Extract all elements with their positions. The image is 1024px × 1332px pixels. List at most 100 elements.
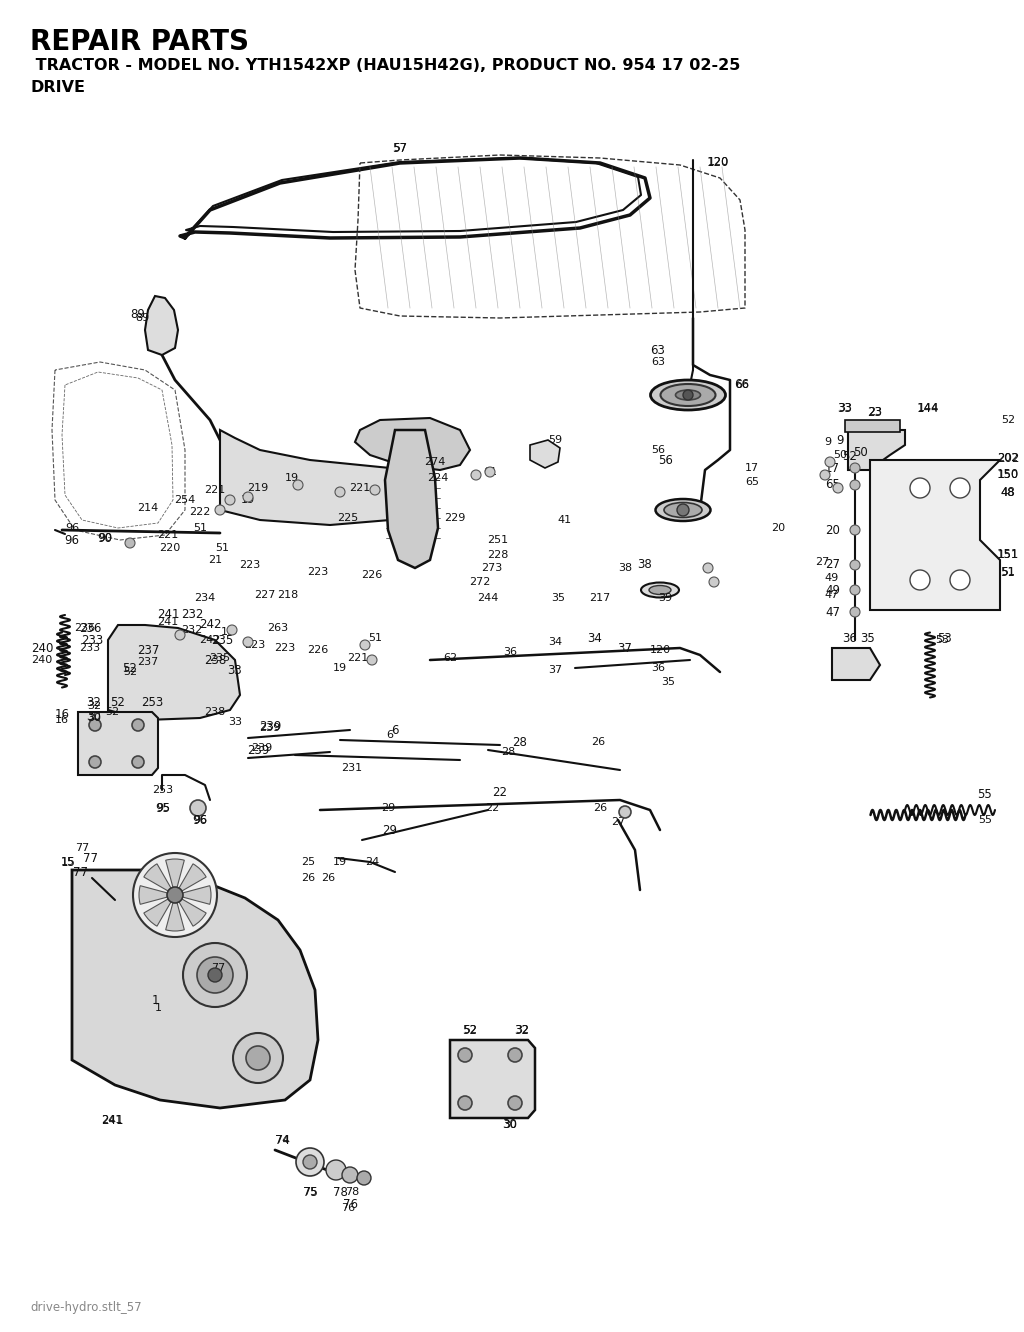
Text: 57: 57 <box>393 143 408 153</box>
Text: 50: 50 <box>853 446 867 460</box>
Text: 22: 22 <box>485 803 499 813</box>
Text: 150: 150 <box>997 470 1019 480</box>
Text: 77: 77 <box>211 963 225 972</box>
Text: 37: 37 <box>617 642 633 654</box>
Text: 239: 239 <box>259 723 281 733</box>
Text: 90: 90 <box>98 533 112 543</box>
Text: 242: 242 <box>199 618 221 631</box>
Text: 251: 251 <box>487 535 509 545</box>
Ellipse shape <box>664 502 702 518</box>
Wedge shape <box>143 895 175 926</box>
Text: 221: 221 <box>349 484 371 493</box>
Polygon shape <box>355 418 470 470</box>
Text: drive-hydro.stlt_57: drive-hydro.stlt_57 <box>30 1301 141 1313</box>
Text: 30: 30 <box>503 1120 517 1130</box>
Text: 221: 221 <box>158 530 178 539</box>
Text: 238: 238 <box>205 707 225 717</box>
Text: 51: 51 <box>1001 567 1015 577</box>
Polygon shape <box>870 460 1000 610</box>
Text: 240: 240 <box>31 642 53 654</box>
Text: 33: 33 <box>838 401 852 414</box>
Circle shape <box>197 956 233 992</box>
Text: 34: 34 <box>588 631 602 645</box>
Circle shape <box>133 852 217 936</box>
Circle shape <box>296 1148 324 1176</box>
Text: 77: 77 <box>75 843 89 852</box>
Text: 66: 66 <box>734 378 750 392</box>
Text: 35: 35 <box>662 677 675 687</box>
Circle shape <box>471 470 481 480</box>
Text: 35: 35 <box>551 593 565 603</box>
Text: 27: 27 <box>815 557 829 567</box>
Text: 16: 16 <box>55 715 69 725</box>
Text: 241: 241 <box>158 617 178 627</box>
Ellipse shape <box>650 380 725 410</box>
Text: 96: 96 <box>193 814 208 826</box>
Circle shape <box>303 1155 317 1169</box>
Text: 229: 229 <box>444 513 466 523</box>
Text: 26: 26 <box>591 737 605 747</box>
Text: 53: 53 <box>935 635 949 645</box>
Circle shape <box>850 585 860 595</box>
Text: 253: 253 <box>153 785 173 795</box>
Text: 23: 23 <box>867 405 883 418</box>
Text: 32: 32 <box>87 697 101 710</box>
Text: 219: 219 <box>248 484 268 493</box>
Text: 220: 220 <box>160 543 180 553</box>
Circle shape <box>458 1096 472 1110</box>
Text: 89: 89 <box>135 313 150 322</box>
Text: 19: 19 <box>333 856 347 867</box>
Text: 48: 48 <box>1000 486 1016 500</box>
Text: 51: 51 <box>368 633 382 643</box>
Text: 237: 237 <box>137 643 159 657</box>
Text: 144: 144 <box>916 401 939 414</box>
Text: 235: 235 <box>211 634 233 646</box>
Text: 55: 55 <box>978 815 992 825</box>
Text: 27: 27 <box>825 558 840 571</box>
Text: 55: 55 <box>978 789 992 802</box>
Text: 221: 221 <box>205 485 225 496</box>
Text: 77: 77 <box>83 851 97 864</box>
Text: 223: 223 <box>240 559 261 570</box>
Circle shape <box>335 488 345 497</box>
Text: 236: 236 <box>79 622 101 634</box>
Circle shape <box>370 485 380 496</box>
Text: 96: 96 <box>193 815 207 825</box>
Text: 240: 240 <box>32 655 52 665</box>
Text: 61: 61 <box>483 468 497 477</box>
Text: 235: 235 <box>210 653 230 663</box>
Circle shape <box>508 1048 522 1062</box>
Wedge shape <box>175 886 211 904</box>
Text: 56: 56 <box>651 445 665 456</box>
Circle shape <box>825 457 835 468</box>
Text: 238: 238 <box>204 654 226 666</box>
Ellipse shape <box>649 586 671 594</box>
Polygon shape <box>845 420 900 432</box>
Circle shape <box>618 806 631 818</box>
Text: DRIVE: DRIVE <box>30 80 85 95</box>
Text: 20: 20 <box>825 523 840 537</box>
Circle shape <box>246 1046 270 1070</box>
Text: 49: 49 <box>825 583 840 597</box>
Text: REPAIR PARTS: REPAIR PARTS <box>30 28 249 56</box>
Circle shape <box>89 719 101 731</box>
Text: 52: 52 <box>111 697 125 710</box>
Text: 78: 78 <box>333 1185 347 1199</box>
Circle shape <box>293 480 303 490</box>
Circle shape <box>132 719 144 731</box>
Text: 19: 19 <box>285 473 299 484</box>
Text: 49: 49 <box>825 573 839 583</box>
Text: 62: 62 <box>443 653 457 663</box>
Text: 244: 244 <box>477 593 499 603</box>
Text: 36: 36 <box>843 631 857 645</box>
Text: 38: 38 <box>617 563 632 573</box>
Text: 19: 19 <box>221 627 236 637</box>
Text: 9: 9 <box>824 437 831 448</box>
Text: 202: 202 <box>997 453 1019 464</box>
Text: 29: 29 <box>381 803 395 813</box>
Circle shape <box>190 801 206 817</box>
Polygon shape <box>220 430 430 525</box>
Polygon shape <box>530 440 560 468</box>
Text: 52: 52 <box>123 667 137 677</box>
Circle shape <box>850 607 860 617</box>
